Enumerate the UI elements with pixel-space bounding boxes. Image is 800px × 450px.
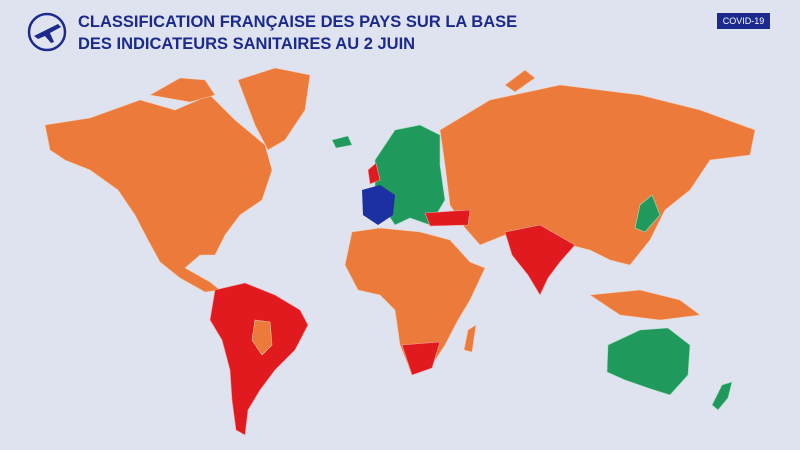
- madagascar: [463, 324, 477, 353]
- south-america-orange: [251, 319, 273, 356]
- africa: [344, 227, 486, 376]
- southeast-asia: [589, 289, 701, 321]
- greenland: [237, 67, 311, 151]
- australia: [606, 327, 691, 396]
- uk: [367, 162, 381, 185]
- asia: [439, 84, 756, 266]
- india: [504, 224, 576, 296]
- france: [362, 185, 395, 225]
- title-line: DES INDICATEURS SANITAIRES AU 2 JUIN: [78, 35, 415, 53]
- title-line: CLASSIFICATION FRANÇAISE DES PAYS SUR LA…: [78, 13, 517, 31]
- new-zealand: [711, 381, 733, 411]
- world-map: [44, 67, 756, 436]
- logo: [27, 12, 67, 52]
- badge: [717, 13, 770, 29]
- badge-label: COVID-19: [723, 16, 765, 26]
- arctic-islands: [149, 77, 216, 103]
- south-america: [209, 282, 309, 436]
- japan: [634, 194, 661, 233]
- south-africa: [401, 341, 441, 376]
- north-america: [44, 94, 273, 293]
- novaya-zemlya: [504, 69, 536, 93]
- turkey: [424, 209, 471, 227]
- iceland: [331, 135, 353, 149]
